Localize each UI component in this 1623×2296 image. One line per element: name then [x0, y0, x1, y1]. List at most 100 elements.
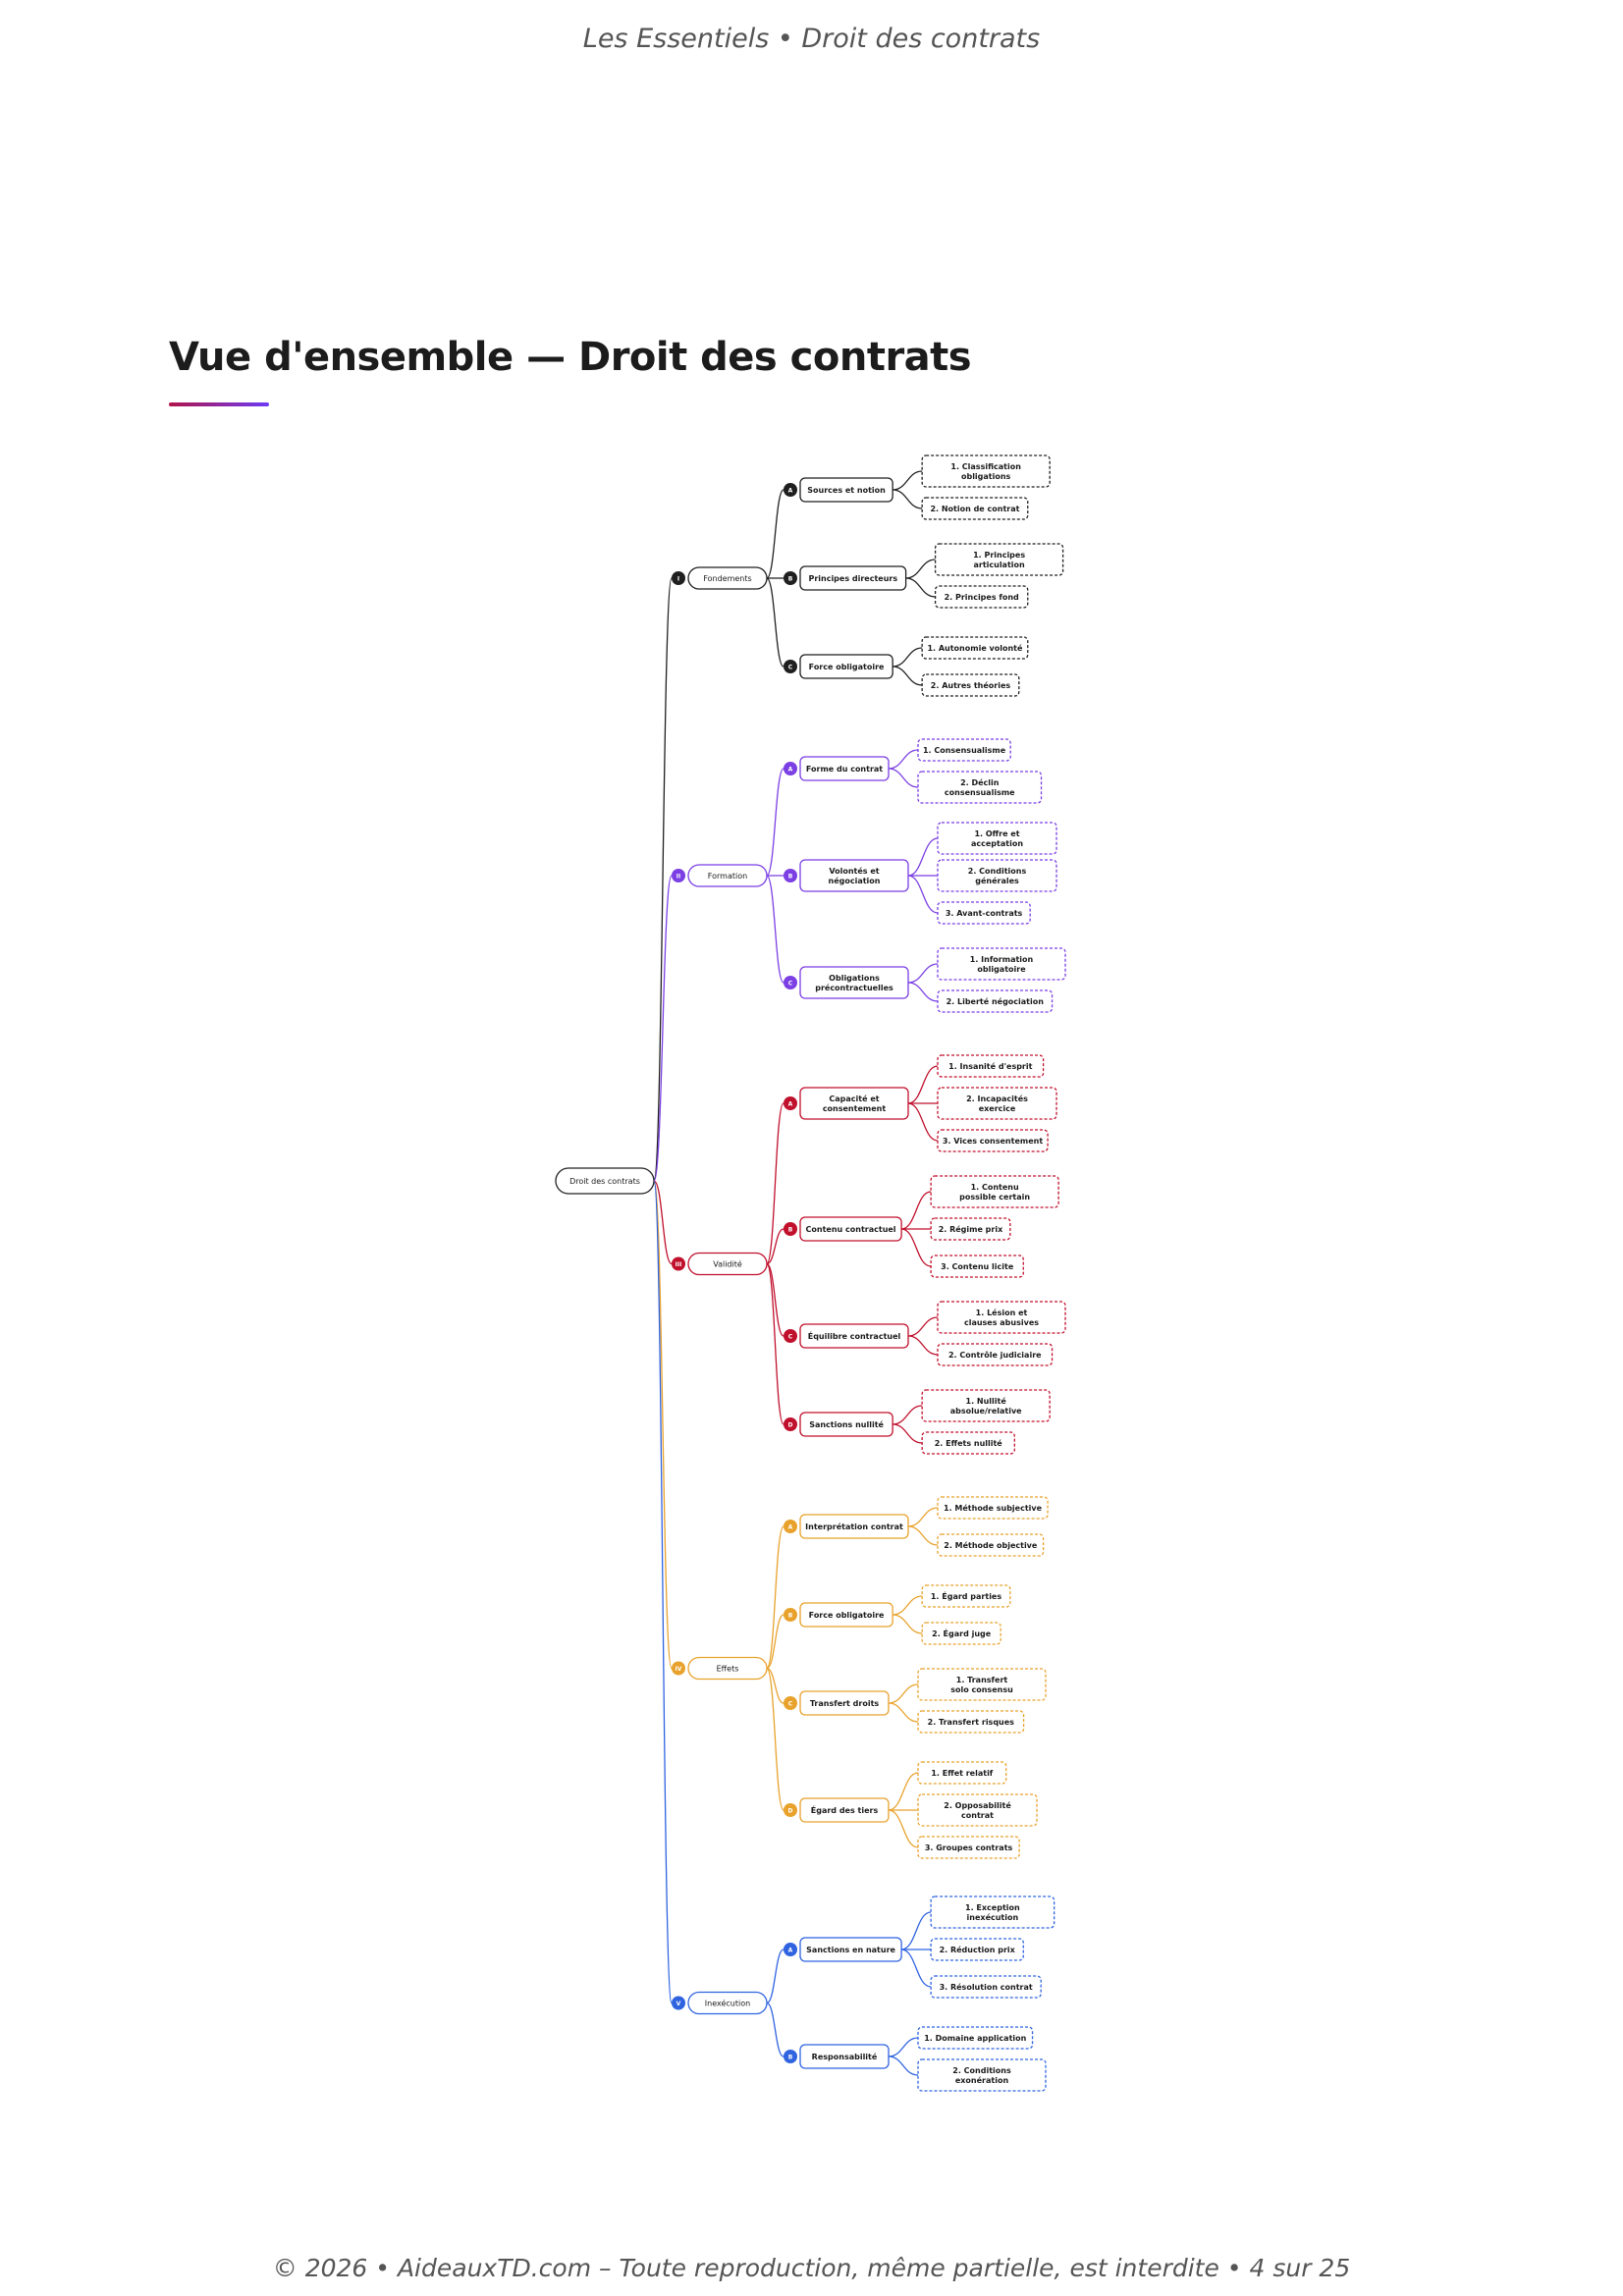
item-1-2-2-node	[934, 585, 1029, 609]
section-4-2-label: Force obligatoire	[809, 1611, 885, 1620]
item-1-3-1-node	[921, 636, 1029, 660]
edge-section-1-2-item-1	[905, 559, 936, 579]
edge-root-part-5	[653, 1180, 673, 2004]
item-5-1-1-node	[930, 1896, 1055, 1929]
part-1-marker-text: I	[677, 576, 679, 583]
item-4-3-2-node	[917, 1710, 1025, 1734]
section-4-1-marker-text: A	[788, 1524, 793, 1531]
title-underline	[169, 402, 269, 406]
section-1-3-label: Force obligatoire	[809, 663, 885, 671]
section-4-2-marker-text: B	[788, 1613, 793, 1620]
item-4-4-2-label: 2. Opposabilité contrat	[944, 1800, 1011, 1820]
item-4-4-3-label: 3. Groupes contrats	[925, 1843, 1013, 1852]
item-3-1-1-node	[937, 1054, 1045, 1078]
item-2-3-1-node	[937, 947, 1066, 981]
section-3-3-marker-text: C	[788, 1334, 793, 1341]
edge-part-3-section-3	[766, 1262, 784, 1337]
edge-section-4-4-item-3	[888, 1809, 919, 1848]
edge-section-4-1-item-1	[907, 1507, 939, 1527]
edge-section-4-3-item-1	[888, 1683, 919, 1704]
item-3-3-1-node	[937, 1301, 1066, 1334]
section-1-1-marker-text: A	[788, 488, 793, 495]
part-2-marker	[672, 869, 685, 882]
item-3-4-1-node	[921, 1389, 1051, 1422]
section-2-1-marker	[784, 762, 797, 775]
edge-section-4-2-item-1	[893, 1595, 923, 1616]
item-1-1-2-node	[921, 497, 1029, 520]
item-3-2-3-label: 3. Contenu licite	[941, 1262, 1014, 1271]
section-3-2-marker	[784, 1222, 797, 1236]
section-2-1-marker-text: A	[788, 767, 793, 774]
edge-part-4-section-4	[766, 1667, 784, 1811]
edge-root-part-4	[653, 1180, 673, 1670]
section-2-2-label: Volontés et négociation	[829, 866, 881, 885]
edge-section-4-2-item-2	[893, 1614, 923, 1634]
item-4-4-1-label: 1. Effet relatif	[931, 1769, 993, 1778]
part-2-label: Formation	[708, 872, 747, 881]
section-1-1-marker	[784, 483, 797, 497]
section-4-4-marker	[784, 1803, 797, 1817]
edge-section-4-1-item-2	[907, 1525, 939, 1546]
section-1-2-label: Principes directeurs	[808, 574, 897, 583]
part-4-label: Effets	[717, 1665, 739, 1674]
item-4-2-2-node	[921, 1622, 1001, 1645]
item-2-1-2-node	[917, 771, 1043, 804]
page-title: Vue d'ensemble — Droit des contrats	[169, 334, 972, 380]
edge-section-2-1-item-2	[888, 768, 919, 788]
edge-section-3-3-item-1	[907, 1316, 939, 1337]
edge-section-5-2-item-1	[888, 2037, 919, 2057]
section-5-2-marker	[784, 2050, 797, 2063]
section-4-3-marker-text: C	[788, 1701, 793, 1708]
section-3-2-label: Contenu contractuel	[806, 1225, 896, 1234]
item-5-2-1-node	[917, 2026, 1034, 2050]
section-2-2-marker-text: B	[788, 874, 793, 881]
item-5-1-2-node	[930, 1938, 1024, 1961]
item-2-2-3-label: 3. Avant-contrats	[946, 909, 1023, 918]
edge-part-1-section-3	[766, 577, 784, 667]
item-2-3-2-label: 2. Liberté négociation	[947, 996, 1045, 1006]
item-3-3-1-label: 1. Lésion et clauses abusives	[964, 1308, 1039, 1327]
edge-part-3-section-2	[766, 1228, 784, 1265]
item-2-2-3-node	[937, 901, 1031, 925]
item-5-2-1-label: 1. Domaine application	[924, 2034, 1026, 2043]
section-4-3-label: Transfert droits	[810, 1699, 880, 1708]
section-2-3-label: Obligations précontractuelles	[815, 974, 893, 992]
item-4-4-2-node	[917, 1793, 1038, 1827]
item-3-1-2-label: 2. Incapacités exercice	[966, 1094, 1028, 1113]
edge-section-3-2-item-3	[900, 1228, 932, 1267]
page-footer: © 2026 • AideauxTD.com – Toute reproduct…	[272, 2254, 1351, 2282]
part-3-marker	[672, 1256, 685, 1271]
item-3-2-1-label: 1. Contenu possible certain	[959, 1183, 1030, 1201]
edge-part-5-section-1	[766, 1949, 784, 2004]
section-3-4-label: Sanctions nullité	[809, 1419, 884, 1429]
edge-section-5-1-item-1	[900, 1911, 932, 1950]
item-3-2-2-node	[930, 1217, 1011, 1241]
item-4-1-1-node	[937, 1496, 1049, 1520]
part-1-marker	[672, 571, 685, 585]
edge-section-3-4-item-1	[893, 1405, 923, 1425]
item-2-3-2-node	[937, 989, 1054, 1013]
section-5-1-marker-text: A	[788, 1948, 793, 1954]
item-2-3-1-label: 1. Information obligatoire	[970, 955, 1034, 974]
section-1-1-label: Sources et notion	[807, 486, 886, 495]
section-3-1-marker	[784, 1096, 797, 1110]
edge-section-2-3-item-1	[907, 963, 939, 984]
item-3-1-3-node	[937, 1129, 1049, 1152]
edge-part-4-section-3	[766, 1667, 784, 1704]
item-1-1-1-label: 1. Classification obligations	[950, 462, 1021, 481]
part-5-label: Inexécution	[705, 1999, 750, 2008]
item-5-1-3-node	[930, 1975, 1042, 1999]
item-4-2-1-label: 1. Égard parties	[931, 1590, 1002, 1601]
item-4-4-3-node	[917, 1836, 1020, 1859]
edge-part-4-section-2	[766, 1614, 784, 1670]
edge-section-1-3-item-1	[893, 647, 923, 667]
edge-section-3-4-item-2	[893, 1423, 923, 1444]
section-1-3-marker-text: C	[788, 665, 793, 671]
section-4-1-label: Interprétation contrat	[805, 1522, 903, 1531]
item-5-1-2-label: 2. Réduction prix	[940, 1945, 1016, 1954]
item-2-2-1-label: 1. Offre et acceptation	[971, 829, 1023, 848]
edge-section-1-3-item-2	[893, 666, 923, 686]
item-3-2-2-label: 2. Régime prix	[939, 1224, 1003, 1234]
edge-section-3-2-item-1	[900, 1191, 932, 1230]
